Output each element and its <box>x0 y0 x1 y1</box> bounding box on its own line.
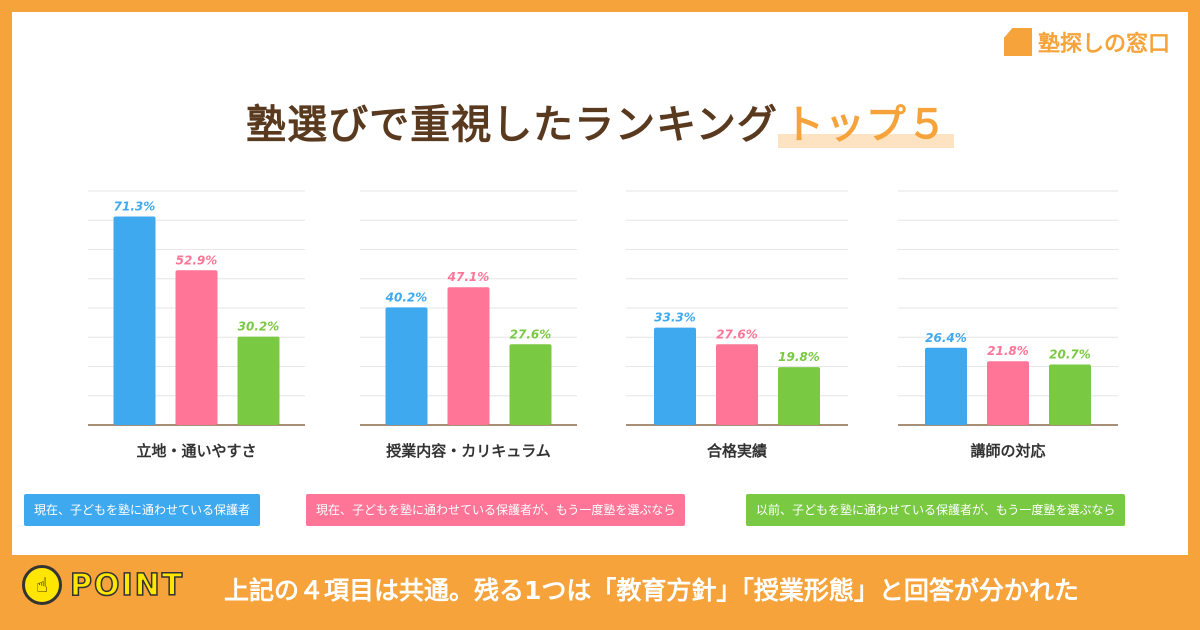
logo-text: 塾探しの窓口 <box>1037 32 1170 57</box>
bar <box>1049 364 1091 425</box>
pointing-hand-icon: ☝ <box>22 565 62 605</box>
page-title: 塾選びで重視したランキング トップ５ <box>0 92 1200 150</box>
data-label: 19.8% <box>778 350 820 364</box>
bar <box>925 347 967 425</box>
data-label: 71.3% <box>114 199 156 213</box>
data-label: 47.1% <box>447 270 490 284</box>
legend-item: 現在、子どもを塾に通わせている保護者 <box>24 494 261 526</box>
bar <box>385 307 428 425</box>
data-label: 27.6% <box>716 327 758 341</box>
house-icon <box>1003 28 1032 56</box>
bar <box>716 344 758 425</box>
bar <box>113 216 156 425</box>
category-label: 授業内容・カリキュラム <box>386 442 551 460</box>
data-label: 26.4% <box>925 331 967 345</box>
point-message: 上記の４項目は共通。残る1つは「教育方針」「授業形態」と回答が分かれた <box>224 576 1079 605</box>
bar <box>447 287 490 425</box>
title-main: 塾選びで重視したランキング <box>246 102 778 148</box>
bar <box>987 361 1029 425</box>
legend-item: 現在、子どもを塾に通わせている保護者が、もう一度塾を選ぶなら <box>306 494 686 526</box>
bar <box>237 336 280 425</box>
legend-item: 以前、子どもを塾に通わせている保護者が、もう一度塾を選ぶなら <box>746 494 1126 526</box>
bar <box>778 367 820 425</box>
data-label: 20.7% <box>1049 347 1091 361</box>
data-label: 21.8% <box>987 344 1029 358</box>
data-label: 30.2% <box>238 320 280 334</box>
bar <box>509 344 552 425</box>
data-label: 52.9% <box>176 253 218 267</box>
data-label: 27.6% <box>510 327 552 341</box>
category-label: 講師の対応 <box>970 442 1045 460</box>
bar <box>175 270 218 425</box>
point-label: POINT <box>69 567 185 604</box>
point-badge: ☝ POINT <box>22 565 184 605</box>
logo: 塾探しの窓口 <box>1003 26 1170 58</box>
title-highlight: トップ５ <box>777 102 954 148</box>
category-label: 合格実績 <box>706 442 767 460</box>
bar <box>654 327 696 425</box>
data-label: 33.3% <box>654 311 696 325</box>
category-label: 立地・通いやすさ <box>136 442 256 460</box>
data-label: 40.2% <box>385 290 428 304</box>
